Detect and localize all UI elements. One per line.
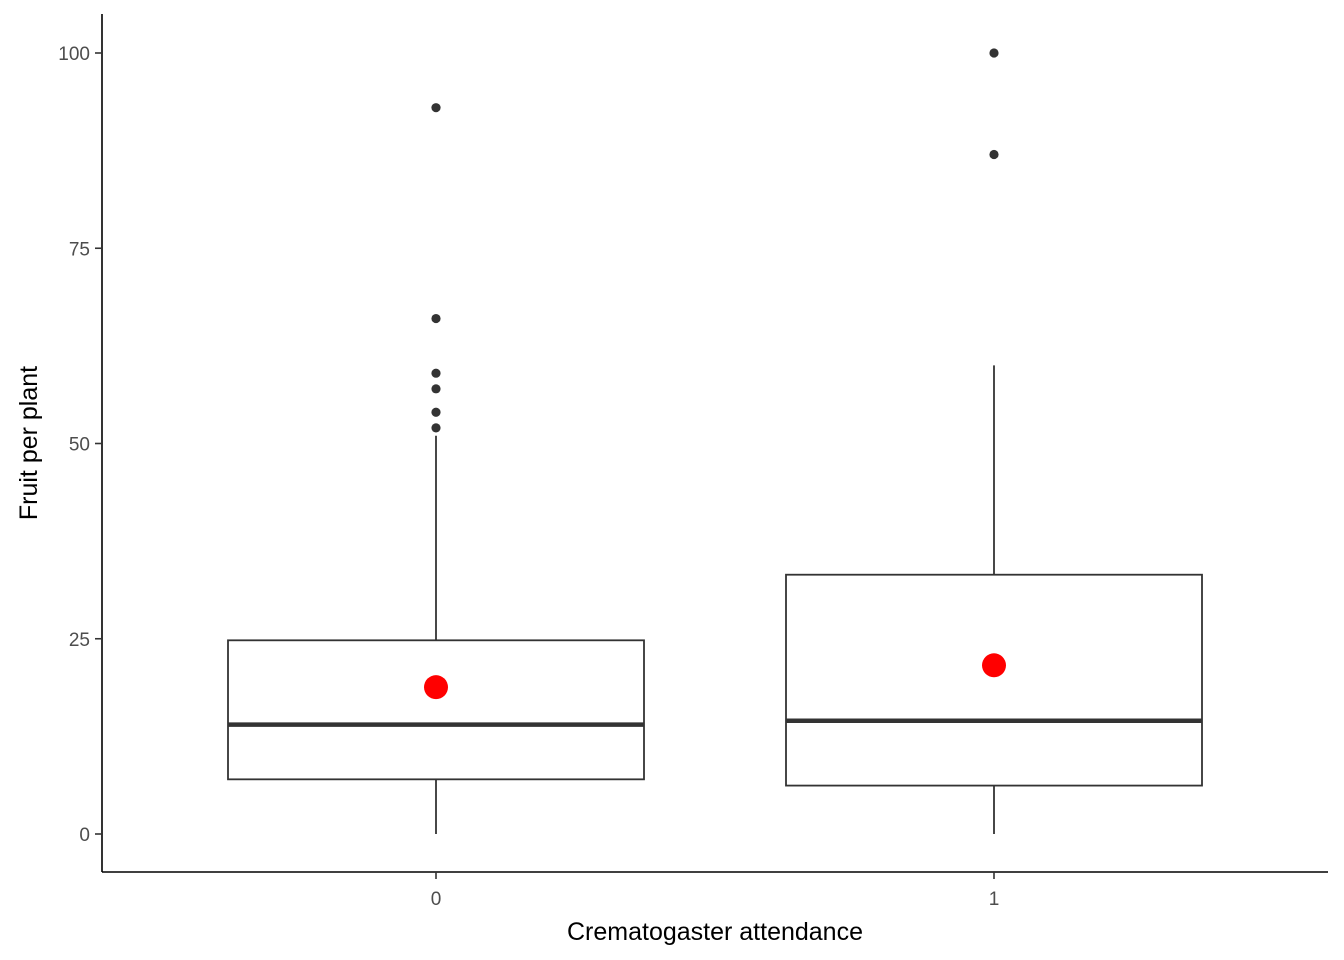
outlier-point	[431, 313, 441, 324]
outlier-point	[431, 368, 441, 378]
outlier-point	[989, 149, 999, 160]
outlier-point	[431, 384, 441, 394]
box-iqr	[227, 639, 645, 781]
y-axis-title: Fruit per plant	[15, 366, 43, 520]
outlier-point	[431, 103, 441, 113]
outlier-point	[431, 423, 441, 433]
box-group-1	[785, 48, 1203, 834]
plot-marks	[227, 48, 1203, 834]
y-axis-ticks: 0 25 50 75 100	[58, 44, 102, 846]
y-tick-label: 25	[69, 630, 90, 651]
y-tick-label: 75	[69, 239, 90, 260]
x-tick-label: 0	[431, 889, 442, 910]
x-axis-title: Crematogaster attendance	[567, 918, 863, 946]
mean-point	[424, 675, 448, 700]
x-tick-label: 1	[989, 889, 1000, 910]
outlier-point	[989, 48, 999, 58]
box-group-0	[227, 103, 645, 834]
mean-point	[982, 653, 1006, 678]
outlier-point	[431, 407, 441, 417]
y-tick-label: 50	[69, 435, 90, 456]
y-tick-label: 0	[79, 825, 90, 846]
box-iqr	[785, 573, 1203, 787]
y-tick-label: 100	[58, 44, 90, 65]
